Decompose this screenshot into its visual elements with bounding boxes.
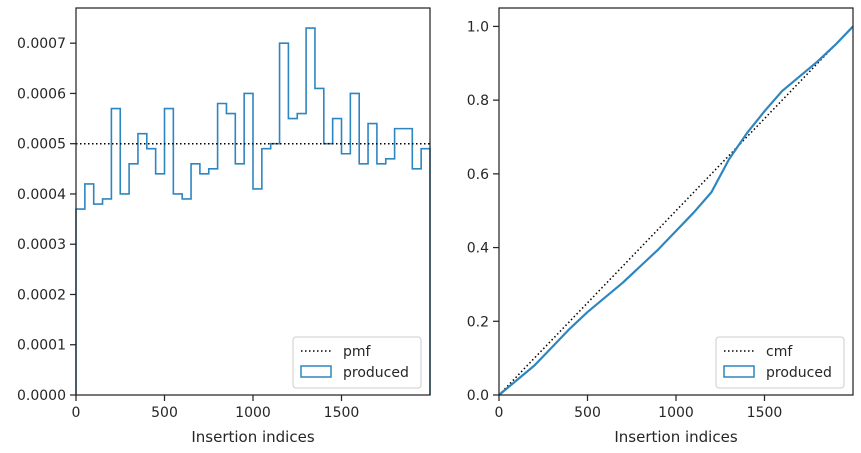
pmf-x-tick-label: 1500 bbox=[324, 405, 360, 421]
pmf-legend-box bbox=[292, 336, 422, 389]
cmf-x-axis-label: Insertion indices bbox=[614, 428, 737, 446]
produced-histogram-step bbox=[75, 27, 431, 395]
cmf-legend-box bbox=[715, 336, 845, 389]
cmf-y-tick-label: 1.0 bbox=[467, 19, 489, 35]
cmf-line-panel: 0 500 1000 1500 0.0 0.2 0.4 0.6 0.8 1.0 Insertio… bbox=[467, 7, 854, 446]
pmf-y-tick-label: 0.0000 bbox=[17, 388, 66, 404]
pmf-y-ticks: 0.0000 0.0001 0.0002 0.0003 0.0004 0.0005 0.00… bbox=[17, 36, 76, 404]
cmf-plot-area bbox=[498, 25, 854, 396]
pmf-y-tick-label: 0.0007 bbox=[17, 36, 66, 52]
cmf-y-ticks: 0.0 0.2 0.4 0.6 0.8 1.0 bbox=[467, 19, 499, 404]
pmf-x-axis-label: Insertion indices bbox=[191, 428, 314, 446]
cmf-y-tick-label: 0.4 bbox=[467, 241, 489, 257]
cmf-legend: cmf produced bbox=[715, 336, 845, 389]
pmf-legend-produced-label: produced bbox=[343, 365, 409, 381]
cmf-x-tick-label: 500 bbox=[574, 405, 601, 421]
cmf-reference-line bbox=[498, 25, 854, 396]
pmf-y-tick-label: 0.0004 bbox=[17, 187, 66, 203]
cmf-x-tick-label: 1500 bbox=[747, 405, 783, 421]
pmf-legend-pmf-label: pmf bbox=[343, 344, 372, 360]
pmf-y-tick-label: 0.0001 bbox=[17, 338, 66, 354]
cmf-y-tick-label: 0.2 bbox=[467, 314, 489, 330]
pmf-histogram-panel: 0 500 1000 1500 0.00000.00010.00020.00030.0… bbox=[17, 7, 431, 446]
cmf-legend-cmf-label: cmf bbox=[766, 344, 793, 360]
pmf-x-tick-label: 0 bbox=[72, 405, 81, 421]
pmf-x-tick-label: 500 bbox=[151, 405, 178, 421]
pmf-y-tick-label: 0.0006 bbox=[17, 86, 66, 102]
pmf-legend: pmf produced bbox=[292, 336, 422, 389]
cmf-y-tick-label: 0.8 bbox=[467, 93, 489, 109]
cmf-y-tick-label: 0.0 bbox=[467, 388, 489, 404]
pmf-legend-produced-swatch bbox=[300, 365, 332, 378]
pmf-y-tick-label: 0.0003 bbox=[17, 237, 66, 253]
pmf-y-tick-label: 0.0005 bbox=[17, 137, 66, 153]
cmf-legend-produced-label: produced bbox=[766, 365, 832, 381]
pmf-x-tick-label: 1000 bbox=[235, 405, 271, 421]
cmf-x-tick-label: 1000 bbox=[658, 405, 694, 421]
pmf-x-ticks: 0 500 1000 1500 bbox=[72, 395, 360, 421]
cmf-x-tick-label: 0 bbox=[495, 405, 504, 421]
pmf-y-tick-label: 0.0002 bbox=[17, 287, 66, 303]
pmf-plot-area bbox=[75, 27, 431, 395]
cmf-legend-produced-swatch bbox=[723, 365, 755, 378]
cmf-y-tick-label: 0.6 bbox=[467, 167, 489, 183]
produced-cumulative-line bbox=[498, 25, 854, 396]
cmf-x-ticks: 0 500 1000 1500 bbox=[495, 395, 783, 421]
